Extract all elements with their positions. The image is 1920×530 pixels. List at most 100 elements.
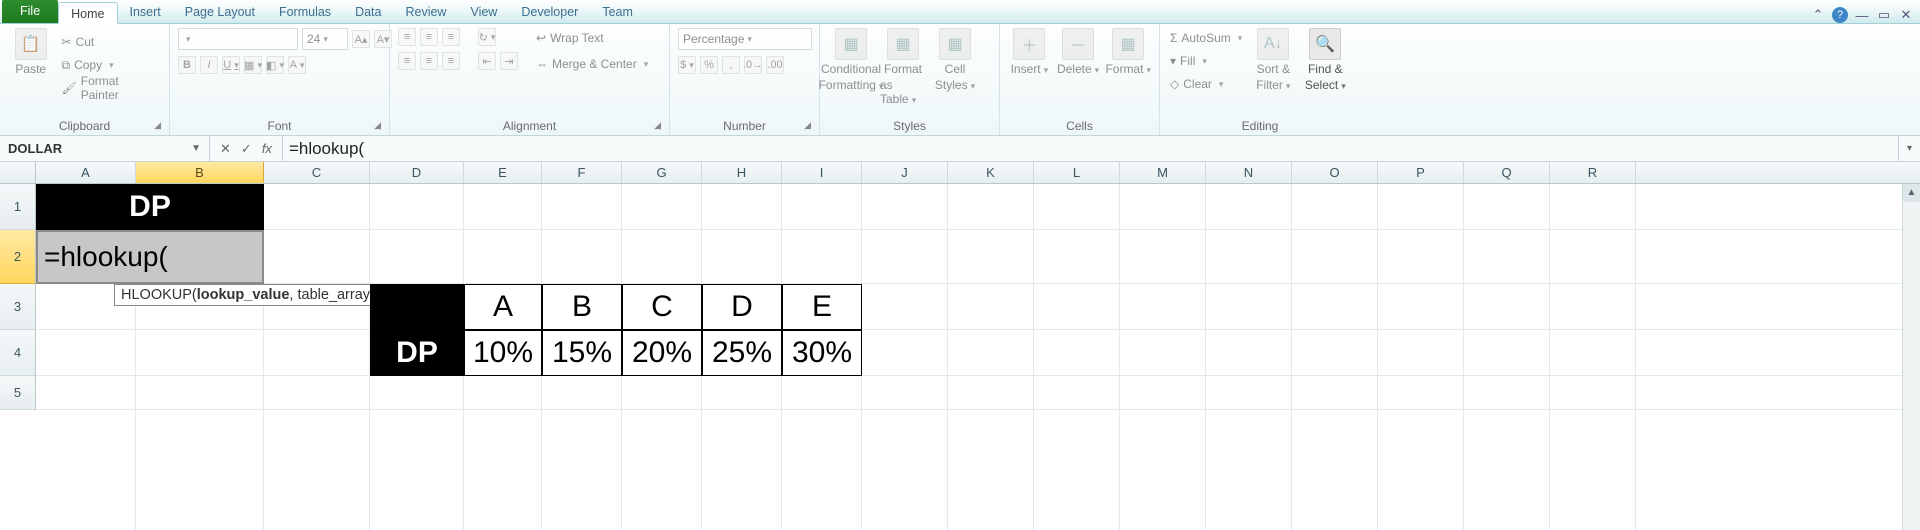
- alignment-dialog-launcher[interactable]: ◢: [654, 120, 661, 131]
- cell-D4: DP: [370, 330, 464, 376]
- row-header-2[interactable]: 2: [0, 230, 36, 284]
- format-painter-button[interactable]: 🖌Format Painter: [60, 78, 162, 98]
- column-header-C[interactable]: C: [264, 162, 370, 183]
- cell-A2B2-editing[interactable]: =hlookup(: [36, 230, 264, 284]
- fill-color-button[interactable]: ◧: [266, 56, 284, 74]
- tab-developer[interactable]: Developer: [509, 1, 590, 23]
- column-header-H[interactable]: H: [702, 162, 782, 183]
- align-top-button[interactable]: ≡: [398, 28, 416, 46]
- column-header-R[interactable]: R: [1550, 162, 1636, 183]
- cancel-formula-button[interactable]: ✕: [220, 141, 231, 157]
- row-header-4[interactable]: 4: [0, 330, 36, 376]
- align-left-button[interactable]: ≡: [398, 52, 416, 70]
- grow-font-button[interactable]: A▴: [352, 30, 370, 48]
- column-header-G[interactable]: G: [622, 162, 702, 183]
- column-header-M[interactable]: M: [1120, 162, 1206, 183]
- align-center-button[interactable]: ≡: [420, 52, 438, 70]
- enter-formula-button[interactable]: ✓: [241, 141, 252, 157]
- ribbon-collapse-icon[interactable]: ⌃: [1810, 7, 1826, 23]
- font-size-select[interactable]: 24: [302, 28, 348, 50]
- formula-bar-expand[interactable]: ▾: [1898, 136, 1920, 161]
- align-right-button[interactable]: ≡: [442, 52, 460, 70]
- select-all-corner[interactable]: [0, 162, 36, 183]
- column-header-O[interactable]: O: [1292, 162, 1378, 183]
- vertical-scrollbar[interactable]: ▲: [1902, 184, 1920, 530]
- fill-button[interactable]: ▾Fill: [1168, 51, 1244, 71]
- decrease-indent-button[interactable]: ⇤: [478, 52, 496, 70]
- font-dialog-launcher[interactable]: ◢: [374, 120, 381, 131]
- tab-page-layout[interactable]: Page Layout: [173, 1, 267, 23]
- tab-formulas[interactable]: Formulas: [267, 1, 343, 23]
- fx-button[interactable]: fx: [262, 141, 272, 156]
- restore-icon[interactable]: ▭: [1876, 7, 1892, 23]
- delete-cells-button[interactable]: －Delete: [1057, 28, 1100, 76]
- file-tab[interactable]: File: [2, 0, 58, 23]
- column-header-Q[interactable]: Q: [1464, 162, 1550, 183]
- shrink-font-button[interactable]: A▾: [374, 30, 392, 48]
- increase-indent-button[interactable]: ⇥: [500, 52, 518, 70]
- insert-cells-button[interactable]: ＋Insert: [1008, 28, 1051, 76]
- name-box-dropdown-icon[interactable]: ▼: [191, 143, 201, 154]
- cell-G4: 20%: [622, 330, 702, 376]
- tab-review[interactable]: Review: [393, 1, 458, 23]
- accounting-format-button[interactable]: $: [678, 56, 696, 74]
- minimize-icon[interactable]: —: [1854, 7, 1870, 23]
- underline-button[interactable]: U: [222, 56, 240, 74]
- help-icon[interactable]: ?: [1832, 7, 1848, 23]
- comma-format-button[interactable]: ,: [722, 56, 740, 74]
- row-header-3[interactable]: 3: [0, 284, 36, 330]
- clipboard-dialog-launcher[interactable]: ◢: [154, 120, 161, 131]
- decrease-decimal-button[interactable]: .00: [766, 56, 784, 74]
- format-cells-button[interactable]: ▦Format: [1105, 28, 1151, 76]
- align-middle-button[interactable]: ≡: [420, 28, 438, 46]
- column-header-I[interactable]: I: [782, 162, 862, 183]
- delete-label: Delete: [1057, 62, 1099, 76]
- column-header-P[interactable]: P: [1378, 162, 1464, 183]
- align-bottom-button[interactable]: ≡: [442, 28, 460, 46]
- number-dialog-launcher[interactable]: ◢: [804, 120, 811, 131]
- row-header-5[interactable]: 5: [0, 376, 36, 410]
- cut-button[interactable]: ✂Cut: [60, 32, 162, 52]
- name-box[interactable]: DOLLAR ▼: [0, 136, 210, 161]
- borders-button[interactable]: ▦: [244, 56, 262, 74]
- scroll-up-icon[interactable]: ▲: [1903, 184, 1920, 202]
- clear-button[interactable]: ◇Clear: [1168, 74, 1244, 94]
- column-header-K[interactable]: K: [948, 162, 1034, 183]
- copy-button[interactable]: ⧉Copy: [60, 55, 162, 75]
- cells-layer[interactable]: DP=hlookup(HLOOKUP(lookup_value, table_a…: [36, 184, 1920, 530]
- column-header-E[interactable]: E: [464, 162, 542, 183]
- paste-button[interactable]: 📋 Paste: [8, 28, 54, 76]
- column-header-J[interactable]: J: [862, 162, 948, 183]
- increase-decimal-button[interactable]: .0→: [744, 56, 762, 74]
- column-header-A[interactable]: A: [36, 162, 136, 183]
- font-family-select[interactable]: [178, 28, 298, 50]
- sort-filter-button[interactable]: A↓Sort &Filter: [1250, 28, 1296, 92]
- tab-home[interactable]: Home: [58, 2, 117, 24]
- number-format-select[interactable]: Percentage: [678, 28, 812, 50]
- tab-team[interactable]: Team: [590, 1, 645, 23]
- autosum-button[interactable]: ΣAutoSum: [1168, 28, 1244, 48]
- close-icon[interactable]: ✕: [1898, 7, 1914, 23]
- tab-insert[interactable]: Insert: [118, 1, 173, 23]
- column-header-L[interactable]: L: [1034, 162, 1120, 183]
- find-select-button[interactable]: 🔍Find &Select: [1302, 28, 1348, 92]
- row-header-1[interactable]: 1: [0, 184, 36, 230]
- font-color-button[interactable]: A: [288, 56, 306, 74]
- wrap-text-button[interactable]: ↩Wrap Text: [534, 28, 650, 48]
- orientation-button[interactable]: ↻: [478, 28, 496, 46]
- column-header-N[interactable]: N: [1206, 162, 1292, 183]
- italic-button[interactable]: I: [200, 56, 218, 74]
- conditional-formatting-button[interactable]: ▦ConditionalFormatting: [828, 28, 874, 92]
- column-header-D[interactable]: D: [370, 162, 464, 183]
- tab-data[interactable]: Data: [343, 1, 393, 23]
- merge-center-button[interactable]: ⇔Merge & Center: [534, 54, 650, 74]
- format-as-table-button[interactable]: ▦Formatas Table: [880, 28, 926, 106]
- cell-styles-button[interactable]: ▦CellStyles: [932, 28, 978, 92]
- column-header-F[interactable]: F: [542, 162, 622, 183]
- percent-format-button[interactable]: %: [700, 56, 718, 74]
- cell-E3: A: [464, 284, 542, 330]
- tab-view[interactable]: View: [458, 1, 509, 23]
- formula-input[interactable]: =hlookup(: [283, 136, 1898, 161]
- column-header-B[interactable]: B: [136, 162, 264, 183]
- bold-button[interactable]: B: [178, 56, 196, 74]
